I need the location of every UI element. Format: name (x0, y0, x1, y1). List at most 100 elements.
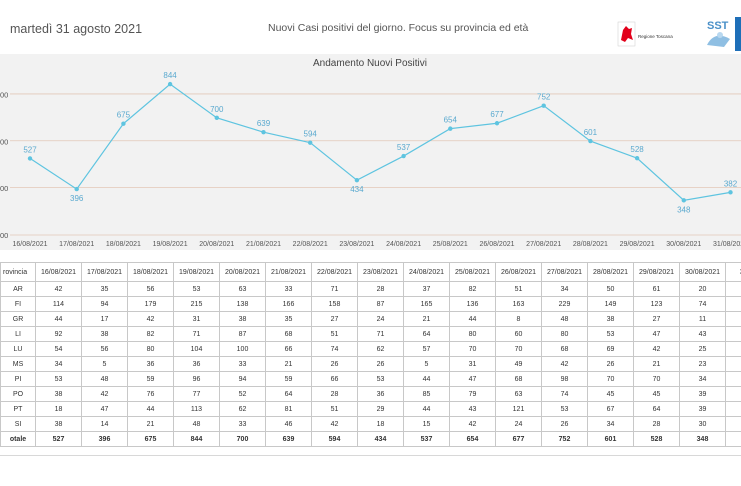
row-label: PT (0, 401, 36, 417)
table-cell: 92 (35, 326, 82, 342)
y-tick-label: 00 (0, 231, 8, 240)
table-column-header: 28/08/2021 (587, 262, 634, 282)
table-cell: 2 (725, 326, 741, 342)
table-cell: 45 (633, 386, 680, 402)
chart-panel: Andamento Nuovi Positivi 00 00 00 00 16/08/… (0, 54, 741, 250)
table-cell: 31 (449, 356, 496, 372)
x-tick-label: 25/08/2021 (433, 241, 468, 248)
table-cell: 82 (449, 281, 496, 297)
table-cell: 6 (725, 371, 741, 387)
data-point (541, 103, 546, 108)
table-cell: 68 (495, 371, 542, 387)
data-point (308, 140, 313, 145)
table-cell: 51 (311, 326, 358, 342)
table-cell: 56 (127, 281, 174, 297)
table-cell: 53 (587, 326, 634, 342)
data-point (634, 155, 640, 161)
table-cell: 74 (679, 296, 726, 312)
table-cell: 44 (127, 401, 174, 417)
table-cell: 70 (449, 341, 496, 357)
table-cell: 24 (495, 416, 542, 432)
table-cell: 94 (219, 371, 266, 387)
page-title: Nuovi Casi positivi del giorno. Focus su… (268, 22, 529, 34)
table-cell: 47 (633, 326, 680, 342)
table-cell: 100 (219, 341, 266, 357)
table-column-header: 23/08/2021 (357, 262, 404, 282)
table-cell: 26 (541, 416, 588, 432)
table-cell: 67 (587, 401, 634, 417)
table-cell: 70 (633, 371, 680, 387)
table-cell: 27 (633, 311, 680, 327)
table-column-header: 29/08/2021 (633, 262, 680, 282)
data-label: 654 (444, 116, 458, 125)
table-cell: 1 (725, 416, 741, 432)
table-row: FI 114 94 179 215 138 166 158 87 165 136 163 229 149 1… (0, 296, 741, 312)
table-cell: 34 (679, 371, 726, 387)
table-cell: 24 (357, 311, 404, 327)
table-cell: 70 (587, 371, 634, 387)
table-cell: 3 (725, 281, 741, 297)
table-cell: 42 (127, 311, 174, 327)
table-cell: 63 (495, 386, 542, 402)
table-cell: 74 (311, 341, 358, 357)
table-cell: 21 (265, 356, 312, 372)
table-column-header: 17/08/2021 (81, 262, 128, 282)
x-tick-label: 18/08/2021 (106, 241, 141, 248)
table-cell: 94 (81, 296, 128, 312)
table-cell: 149 (587, 296, 634, 312)
table-column-header: 24/08/2021 (403, 262, 450, 282)
table-cell: 528 (633, 431, 680, 447)
table-cell: 5 (81, 356, 128, 372)
table-row: AR4235565363337128378251345061203 (0, 281, 741, 297)
table-cell: 54 (35, 341, 82, 357)
table-cell: 42 (541, 356, 588, 372)
table-cell: 60 (495, 326, 542, 342)
table-cell: 64 (403, 326, 450, 342)
table-cell: 50 (587, 281, 634, 297)
table-cell: 53 (35, 371, 82, 387)
table-cell: 74 (541, 386, 588, 402)
chart-title: Andamento Nuovi Positivi (313, 58, 427, 69)
table-cell: 31 (173, 311, 220, 327)
table-cell: 48 (173, 416, 220, 432)
row-label: PO (0, 386, 36, 402)
line-chart: Andamento Nuovi Positivi 00 00 00 00 16/08/… (0, 58, 741, 248)
table-cell: 163 (495, 296, 542, 312)
data-label: 752 (537, 93, 551, 102)
table-cell: 38 (35, 416, 82, 432)
table-corner-header: rovincia (0, 262, 36, 282)
x-tick-label: 30/08/2021 (666, 241, 701, 248)
table-cell: 87 (357, 296, 404, 312)
table-column-header: 18/08/2021 (127, 262, 174, 282)
table-row: SI3814214833464218154224263428301 (0, 416, 741, 432)
table-cell: 46 (265, 416, 312, 432)
table-cell: 33 (219, 416, 266, 432)
table-cell: 844 (173, 431, 220, 447)
table-cell: 215 (173, 296, 220, 312)
data-label: 382 (724, 179, 738, 188)
table-cell: 53 (357, 371, 404, 387)
table-cell: 17 (81, 311, 128, 327)
table-cell: 18 (357, 416, 404, 432)
x-tick-label: 20/08/2021 (199, 241, 234, 248)
table-cell: 77 (173, 386, 220, 402)
data-point (681, 198, 686, 203)
table-cell: 28 (311, 386, 358, 402)
x-tick-label: 16/08/2021 (12, 241, 47, 248)
table-column-header: 30/08/2021 (679, 262, 726, 282)
table-cell: 2 (725, 401, 741, 417)
data-label: 434 (350, 185, 364, 194)
table-cell: 53 (173, 281, 220, 297)
regione-toscana-logo: Regione Toscana (617, 21, 673, 47)
table-cell: 82 (127, 326, 174, 342)
table-cell: 113 (173, 401, 220, 417)
table-cell: 38 (725, 431, 741, 447)
row-label: AR (0, 281, 36, 297)
table-row: PT184744113628151294443121536764392 (0, 401, 741, 417)
table-cell: 21 (633, 356, 680, 372)
table-cell: 34 (541, 281, 588, 297)
table-cell: 138 (219, 296, 266, 312)
x-tick-label: 23/08/2021 (339, 241, 374, 248)
y-tick-label: 00 (0, 137, 8, 146)
x-tick-label: 21/08/2021 (246, 241, 281, 248)
